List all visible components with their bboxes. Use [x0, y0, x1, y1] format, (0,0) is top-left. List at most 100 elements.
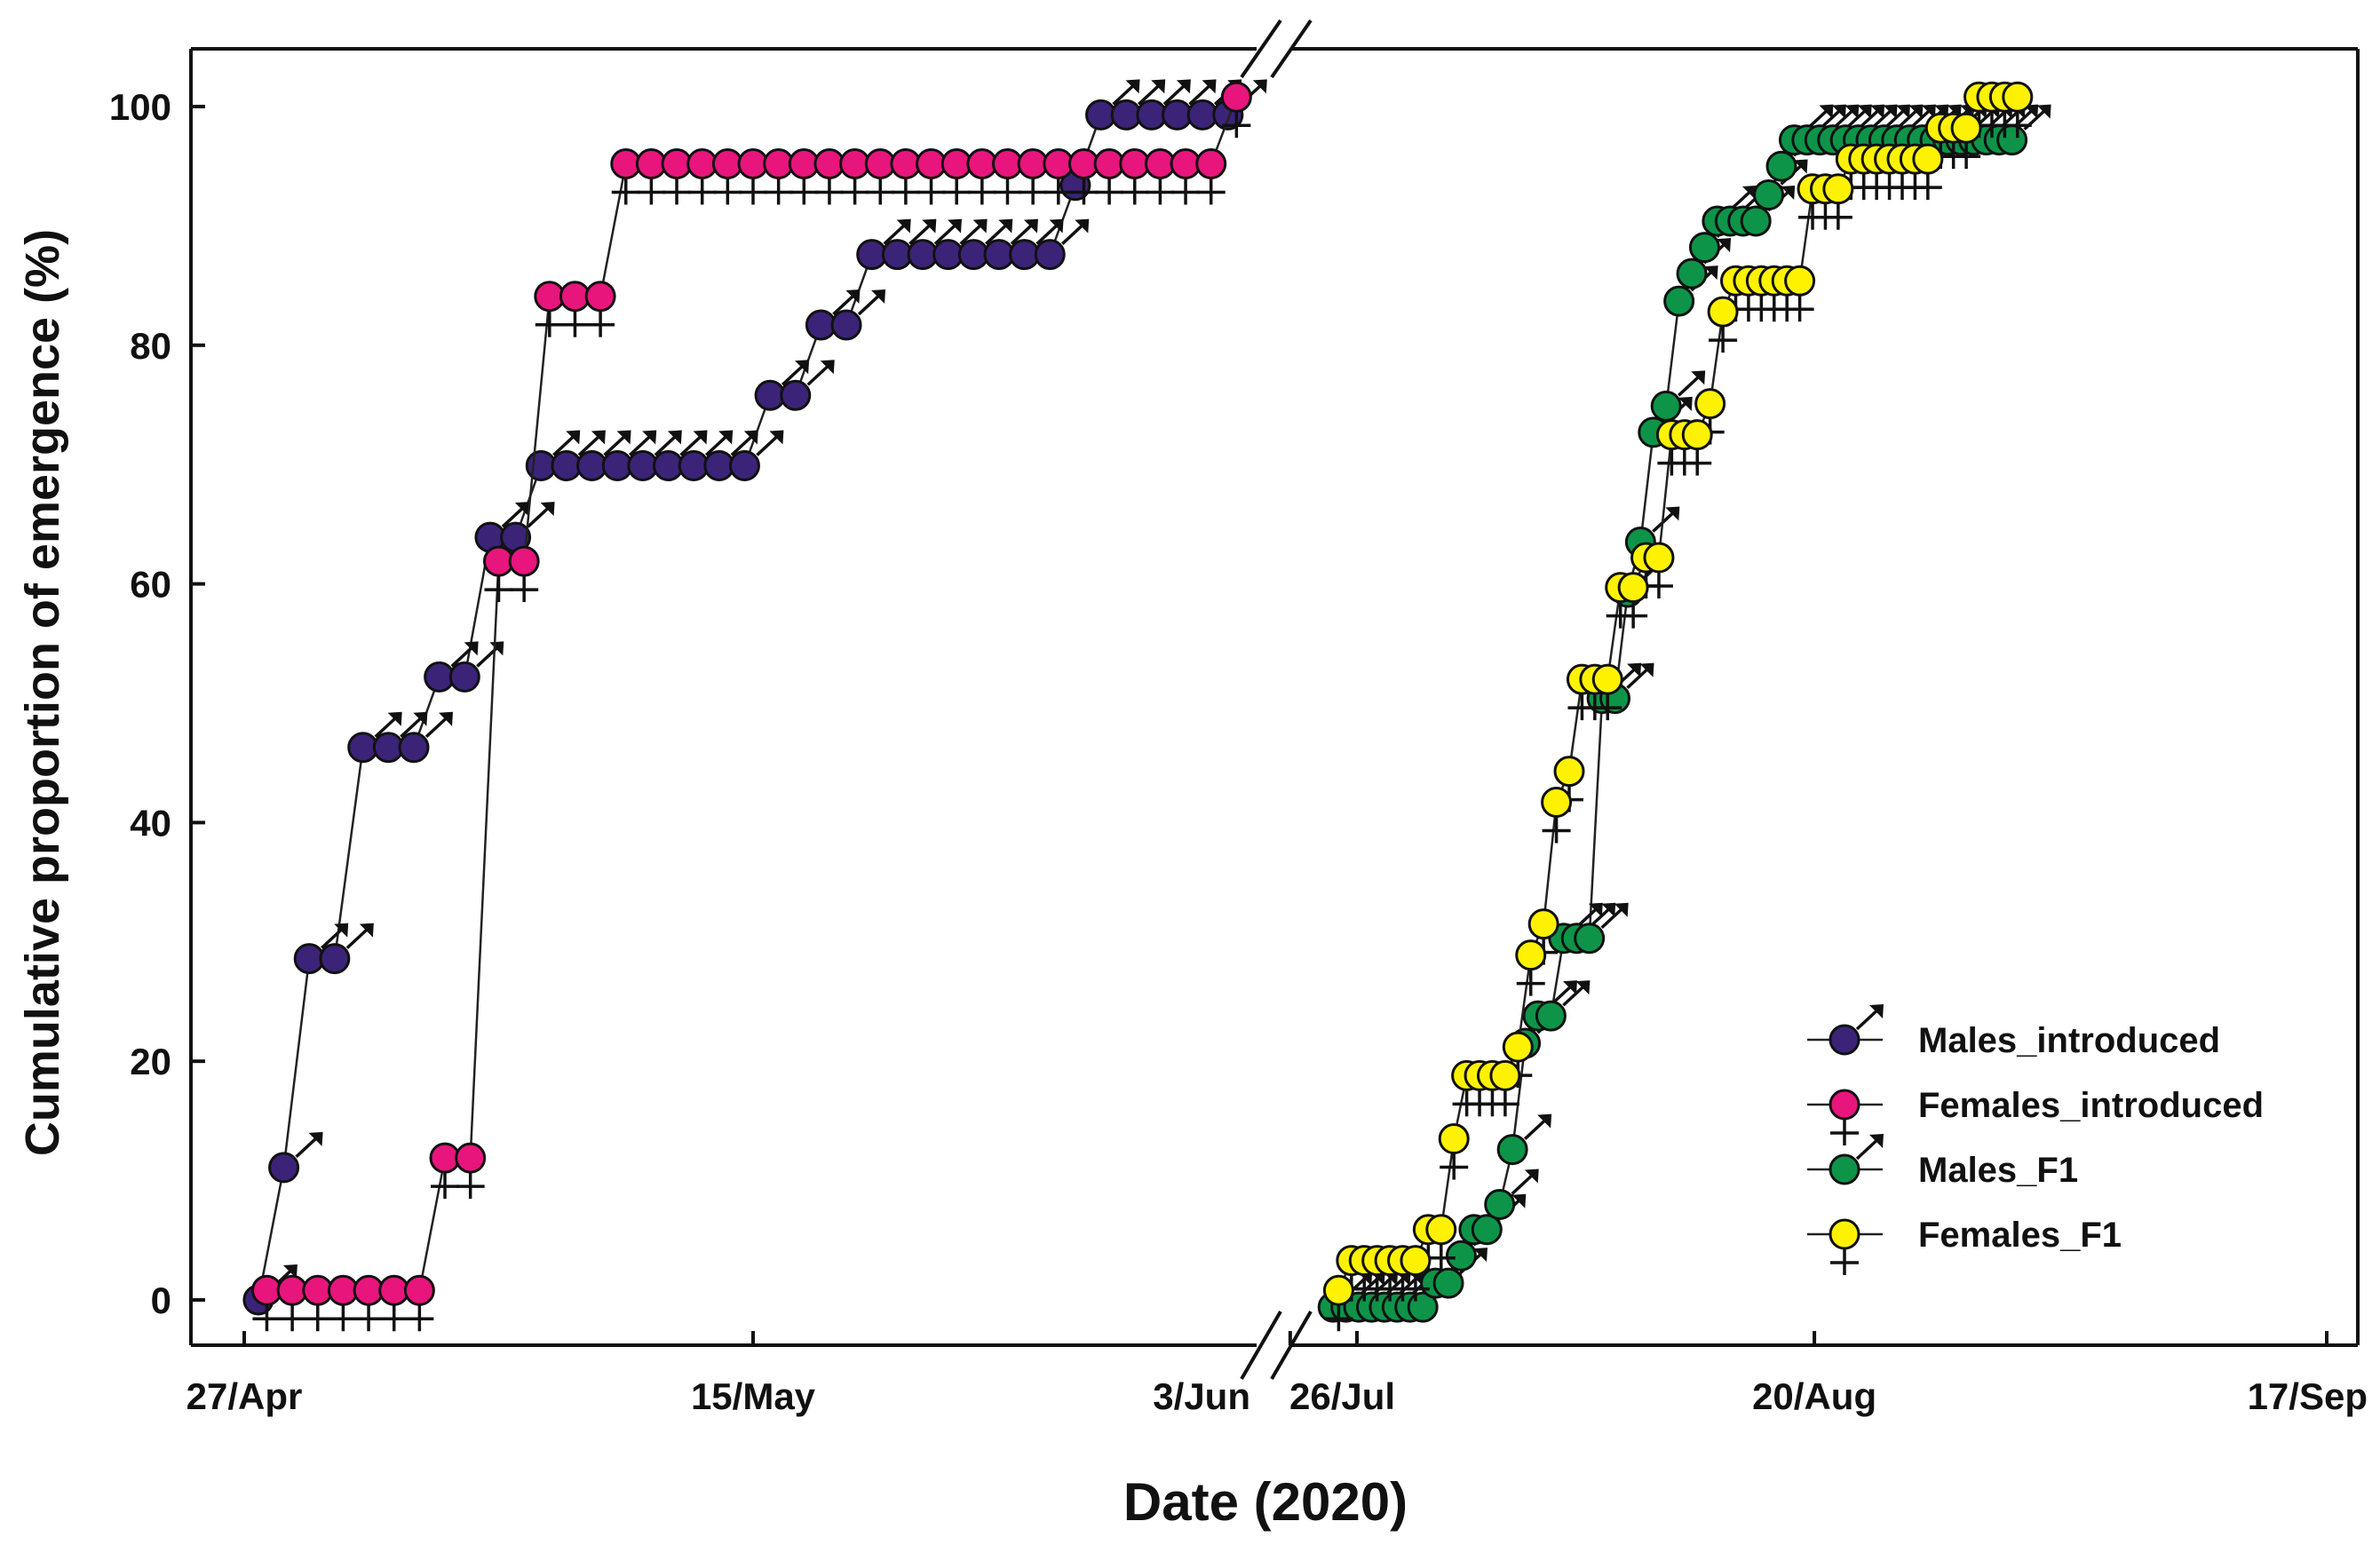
data-point — [1484, 1188, 1516, 1220]
male-symbol-arrowhead — [1511, 1193, 1527, 1208]
male-symbol-arrowhead — [1588, 902, 1603, 917]
data-point — [1535, 1000, 1567, 1032]
male-symbol-arrowhead — [1793, 159, 1808, 174]
male-symbol-arrowhead — [642, 430, 657, 445]
male-symbol-arrowhead — [1717, 238, 1732, 253]
data-point — [2002, 81, 2034, 113]
break-mark-top — [1240, 19, 1282, 79]
male-symbol-arrowhead — [1125, 79, 1140, 94]
male-symbol-arrowhead — [1741, 186, 1757, 201]
male-symbol-arrowhead — [591, 430, 606, 445]
data-point — [508, 545, 540, 577]
data-point — [1912, 143, 1944, 175]
series-symbols — [269, 79, 1267, 1291]
legend-label: Females_F1 — [1918, 1216, 2122, 1255]
legend-item: Females_introduced — [1807, 1086, 2264, 1145]
male-symbol-arrowhead — [1844, 104, 1860, 119]
male-symbol-arrowhead — [998, 218, 1013, 234]
male-symbol-arrowhead — [820, 360, 835, 375]
plot-frame — [189, 47, 2360, 1347]
male-symbol-arrowhead — [1627, 662, 1642, 677]
series-symbols — [252, 109, 1251, 1332]
male-symbol-arrowhead — [540, 502, 555, 517]
male-symbol-arrowhead — [972, 218, 988, 234]
x-tick-label: 27/Apr — [186, 1375, 303, 1417]
data-point — [1502, 1031, 1534, 1063]
y-tick-label: 60 — [130, 564, 171, 606]
male-symbol-arrowhead — [439, 711, 453, 726]
data-point — [398, 732, 430, 764]
data-point — [1784, 265, 1816, 297]
data-point — [1515, 939, 1547, 971]
male-symbol-arrowhead — [1781, 186, 1796, 201]
series-Females_F1 — [1322, 81, 2034, 1332]
male-symbol-arrowhead — [1639, 662, 1654, 677]
male-symbol-arrowhead — [1691, 370, 1706, 385]
y-axis-title: Cumulative proportion of emergence (%) — [16, 229, 69, 1156]
data-point — [1676, 258, 1708, 289]
series-layer — [242, 79, 2051, 1332]
male-symbol-arrowhead — [359, 923, 374, 938]
male-symbol-arrowhead — [1202, 79, 1217, 94]
series-line — [257, 114, 1228, 1301]
data-point — [1688, 232, 1720, 264]
series-line — [266, 96, 1238, 1292]
break-mark-bottom — [1240, 1310, 1282, 1381]
y-tick-label: 80 — [130, 325, 171, 367]
data-point — [1496, 1134, 1528, 1166]
data-point — [1694, 388, 1726, 420]
data-point — [1591, 663, 1623, 695]
series-Males_introduced — [242, 79, 1267, 1316]
x-tick-label: 3/Jun — [1153, 1375, 1250, 1417]
male-symbol-arrowhead — [1151, 79, 1166, 94]
legend-label: Males_introduced — [1918, 1021, 2220, 1060]
legend-label: Males_F1 — [1918, 1151, 2078, 1190]
male-symbol-arrowhead — [489, 641, 504, 656]
data-point — [584, 281, 616, 313]
male-symbol-arrowhead — [413, 711, 428, 726]
data-point — [1489, 1059, 1521, 1091]
data-point — [1740, 205, 1772, 237]
male-symbol-arrowhead — [667, 430, 682, 445]
male-symbol-arrowhead — [1601, 902, 1616, 917]
male-symbol-arrowhead — [566, 430, 581, 445]
data-point — [1034, 239, 1066, 271]
male-symbol-arrowhead — [769, 430, 784, 445]
male-symbol-arrowhead — [308, 1131, 323, 1146]
legend-item: Males_introduced — [1807, 1004, 2220, 1060]
male-symbol-arrowhead — [1857, 104, 1872, 119]
male-symbol-arrowhead — [464, 641, 479, 656]
y-tick-label: 40 — [130, 802, 171, 844]
male-symbol-arrowhead — [1819, 104, 1834, 119]
data-point — [1553, 756, 1585, 788]
legend-label: Females_introduced — [1918, 1086, 2264, 1125]
data-point — [1322, 1274, 1354, 1306]
data-point — [780, 379, 812, 411]
data-point — [728, 450, 760, 482]
data-point — [1650, 390, 1682, 422]
data-point — [1765, 150, 1797, 182]
y-tick-label: 0 — [151, 1280, 171, 1321]
data-point — [268, 1152, 300, 1184]
break-mark-top — [1270, 19, 1313, 79]
data-point — [455, 1142, 487, 1174]
male-symbol-arrowhead — [1252, 79, 1267, 94]
data-point — [1822, 173, 1854, 205]
data-point — [1996, 124, 2028, 156]
data-point — [1425, 1214, 1457, 1246]
male-symbol-arrowhead — [1870, 104, 1885, 119]
axis-break-marks — [1240, 19, 1313, 1381]
data-point — [1681, 419, 1713, 451]
male-symbol-arrowhead — [693, 430, 708, 445]
male-symbol-arrowhead — [334, 923, 349, 938]
series-Males_F1 — [1317, 104, 2051, 1323]
male-symbol-arrowhead — [1023, 218, 1038, 234]
y-tick-label: 100 — [109, 86, 171, 128]
data-point — [403, 1274, 435, 1306]
legend-marker — [1829, 1024, 1860, 1056]
data-point — [1445, 1240, 1477, 1272]
male-symbol-arrowhead — [845, 289, 861, 304]
legend-item: Females_F1 — [1807, 1216, 2122, 1275]
x-tick-label: 26/Jul — [1289, 1375, 1395, 1417]
